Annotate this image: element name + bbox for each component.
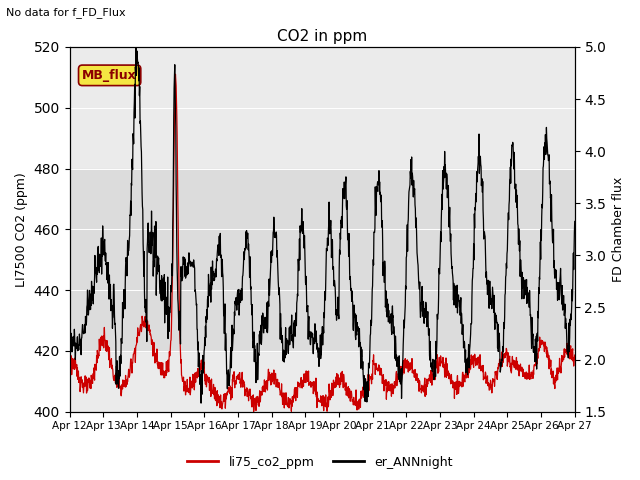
- Bar: [70, 168, 575, 351]
- Text: No data for f_FD_Flux: No data for f_FD_Flux: [6, 7, 126, 18]
- Y-axis label: FD Chamber flux: FD Chamber flux: [612, 177, 625, 282]
- Legend: li75_co2_ppm, er_ANNnight: li75_co2_ppm, er_ANNnight: [182, 451, 458, 474]
- Y-axis label: LI7500 CO2 (ppm): LI7500 CO2 (ppm): [15, 172, 28, 287]
- Text: MB_flux: MB_flux: [83, 69, 137, 82]
- Title: CO2 in ppm: CO2 in ppm: [277, 29, 367, 44]
